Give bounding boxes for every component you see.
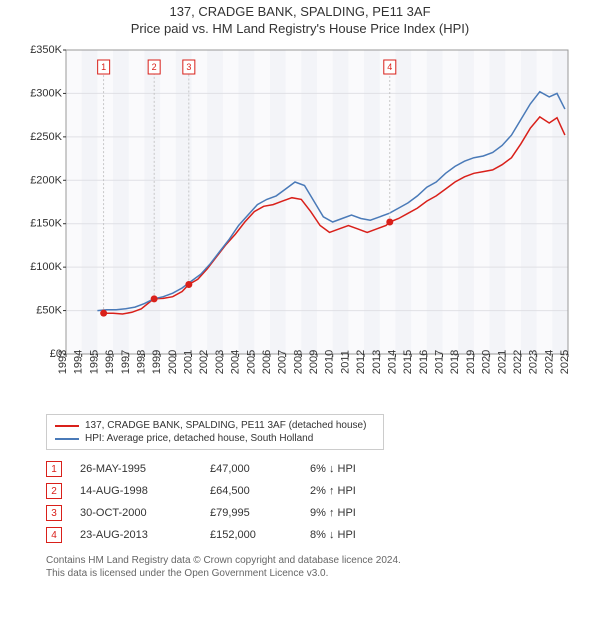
transaction-price: £47,000	[210, 463, 310, 475]
svg-text:2003: 2003	[214, 350, 226, 374]
footer-attribution: Contains HM Land Registry data © Crown c…	[46, 554, 600, 580]
svg-text:1996: 1996	[104, 350, 116, 374]
transaction-date: 26-MAY-1995	[80, 463, 210, 475]
legend: 137, CRADGE BANK, SPALDING, PE11 3AF (de…	[46, 414, 384, 450]
svg-text:2020: 2020	[481, 350, 493, 374]
legend-item: HPI: Average price, detached house, Sout…	[55, 432, 375, 445]
svg-text:£150K: £150K	[30, 218, 62, 230]
page-subtitle: Price paid vs. HM Land Registry's House …	[0, 21, 600, 36]
svg-text:2024: 2024	[543, 350, 555, 374]
svg-text:2009: 2009	[308, 350, 320, 374]
svg-text:£250K: £250K	[30, 131, 62, 143]
svg-text:2: 2	[152, 62, 157, 72]
svg-text:2010: 2010	[324, 350, 336, 374]
legend-swatch	[55, 438, 79, 440]
svg-text:1993: 1993	[57, 350, 69, 374]
transaction-row: 4 23-AUG-2013£152,0008% ↓ HPI	[46, 524, 600, 546]
legend-label: 137, CRADGE BANK, SPALDING, PE11 3AF (de…	[85, 420, 366, 431]
svg-text:2015: 2015	[402, 350, 414, 374]
svg-text:2002: 2002	[198, 350, 210, 374]
svg-text:2013: 2013	[371, 350, 383, 374]
svg-text:2000: 2000	[167, 350, 179, 374]
transaction-price: £152,000	[210, 529, 310, 541]
transaction-price: £79,995	[210, 507, 310, 519]
svg-text:2012: 2012	[355, 350, 367, 374]
svg-text:1995: 1995	[88, 350, 100, 374]
svg-text:2016: 2016	[418, 350, 430, 374]
svg-text:2023: 2023	[528, 350, 540, 374]
svg-text:2008: 2008	[292, 350, 304, 374]
transaction-diff: 8% ↓ HPI	[310, 529, 410, 541]
svg-text:£100K: £100K	[30, 261, 62, 273]
svg-text:£350K: £350K	[30, 44, 62, 56]
svg-text:1994: 1994	[73, 350, 85, 374]
svg-text:£200K: £200K	[30, 174, 62, 186]
svg-text:2018: 2018	[449, 350, 461, 374]
transaction-badge: 2	[46, 483, 62, 499]
transaction-row: 1 26-MAY-1995£47,0006% ↓ HPI	[46, 458, 600, 480]
transaction-price: £64,500	[210, 485, 310, 497]
svg-text:3: 3	[186, 62, 191, 72]
transaction-row: 2 14-AUG-1998£64,5002% ↑ HPI	[46, 480, 600, 502]
svg-text:2001: 2001	[183, 350, 195, 374]
transaction-badge: 3	[46, 505, 62, 521]
transaction-row: 3 30-OCT-2000£79,9959% ↑ HPI	[46, 502, 600, 524]
svg-text:1: 1	[101, 62, 106, 72]
svg-text:2014: 2014	[386, 350, 398, 374]
svg-text:2022: 2022	[512, 350, 524, 374]
svg-text:2019: 2019	[465, 350, 477, 374]
transaction-diff: 6% ↓ HPI	[310, 463, 410, 475]
svg-text:2007: 2007	[277, 350, 289, 374]
transaction-diff: 2% ↑ HPI	[310, 485, 410, 497]
transaction-badge: 4	[46, 527, 62, 543]
transaction-badge: 1	[46, 461, 62, 477]
chart-container: 137, CRADGE BANK, SPALDING, PE11 3AF Pri…	[0, 0, 600, 580]
legend-swatch	[55, 425, 79, 427]
svg-text:2006: 2006	[261, 350, 273, 374]
transactions-table: 126-MAY-1995£47,0006% ↓ HPI214-AUG-1998£…	[46, 458, 600, 546]
svg-text:£300K: £300K	[30, 87, 62, 99]
footer-line-2: This data is licensed under the Open Gov…	[46, 567, 600, 580]
svg-text:2021: 2021	[496, 350, 508, 374]
svg-text:1997: 1997	[120, 350, 132, 374]
price-chart: 1234£0£50K£100K£150K£200K£250K£300K£350K…	[20, 44, 580, 404]
transaction-date: 14-AUG-1998	[80, 485, 210, 497]
svg-text:1999: 1999	[151, 350, 163, 374]
svg-text:2004: 2004	[230, 350, 242, 374]
footer-line-1: Contains HM Land Registry data © Crown c…	[46, 554, 600, 567]
svg-text:£50K: £50K	[36, 305, 62, 317]
transaction-diff: 9% ↑ HPI	[310, 507, 410, 519]
svg-text:2011: 2011	[339, 350, 351, 374]
svg-text:1998: 1998	[135, 350, 147, 374]
legend-item: 137, CRADGE BANK, SPALDING, PE11 3AF (de…	[55, 419, 375, 432]
legend-label: HPI: Average price, detached house, Sout…	[85, 433, 313, 444]
svg-text:2017: 2017	[434, 350, 446, 374]
svg-text:4: 4	[387, 62, 392, 72]
svg-text:2025: 2025	[559, 350, 571, 374]
svg-text:2005: 2005	[245, 350, 257, 374]
transaction-date: 30-OCT-2000	[80, 507, 210, 519]
transaction-date: 23-AUG-2013	[80, 529, 210, 541]
page-title: 137, CRADGE BANK, SPALDING, PE11 3AF	[0, 4, 600, 19]
